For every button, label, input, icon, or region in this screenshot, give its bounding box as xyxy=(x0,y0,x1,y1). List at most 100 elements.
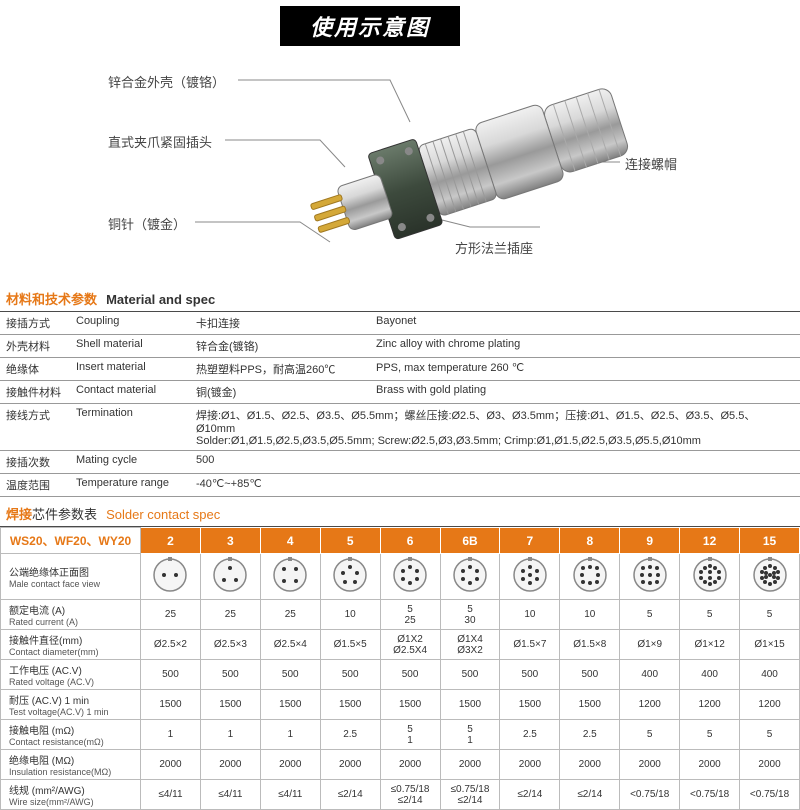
solder-cell: 400 xyxy=(740,660,800,690)
pin-face-icon xyxy=(200,554,260,600)
solder-cell: 25 xyxy=(141,600,201,630)
spec-row: 接线方式Termination焊接:Ø1、Ø1.5、Ø2.5、Ø3.5、Ø5.5… xyxy=(0,404,800,451)
spec-row: 温度范围Temperature range-40℃~+85℃ xyxy=(0,474,800,497)
solder-cell: 5 30 xyxy=(440,600,500,630)
section2-cn: 焊接芯件参数表 xyxy=(6,507,97,522)
spec-row: 接触件材料Contact material铜(镀金)Brass with gol… xyxy=(0,381,800,404)
section-material-title: 材料和技术参数 Material and spec xyxy=(0,286,800,312)
solder-cell: 1500 xyxy=(500,690,560,720)
solder-cell: 5 xyxy=(680,720,740,750)
solder-cell: 1500 xyxy=(320,690,380,720)
spec-row: 外壳材料Shell material锌合金(镀铬)Zinc alloy with… xyxy=(0,335,800,358)
solder-cell: 2000 xyxy=(260,750,320,780)
solder-cell: ≤4/11 xyxy=(260,780,320,810)
solder-cell: 1200 xyxy=(680,690,740,720)
face-view-row: 公端绝缘体正面图Male contact face view xyxy=(1,554,800,600)
solder-cell: 5 xyxy=(620,720,680,750)
solder-cell: Ø2.5×2 xyxy=(141,630,201,660)
pin-count-header: 15 xyxy=(740,528,800,554)
solder-cell: 2.5 xyxy=(500,720,560,750)
callout-plug: 直式夹爪紧固插头 xyxy=(108,132,212,151)
pin-count-header: 4 xyxy=(260,528,320,554)
solder-cell: Ø1×9 xyxy=(620,630,680,660)
solder-cell: ≤0.75/18 ≤2/14 xyxy=(380,780,440,810)
pin-count-header: 3 xyxy=(200,528,260,554)
pin-face-icon xyxy=(500,554,560,600)
pin-face-icon xyxy=(560,554,620,600)
solder-cell: Ø2.5×4 xyxy=(260,630,320,660)
solder-cell: 1500 xyxy=(260,690,320,720)
solder-cell: Ø1×12 xyxy=(680,630,740,660)
diagram-area: 锌合金外壳（镀铬） 直式夹爪紧固插头 铜针（镀金） 连接螺帽 方形法兰插座 xyxy=(0,52,800,282)
solder-cell: ≤2/14 xyxy=(500,780,560,810)
pin-face-icon xyxy=(440,554,500,600)
pin-count-header: 2 xyxy=(141,528,201,554)
solder-cell: 400 xyxy=(680,660,740,690)
solder-cell: ≤0.75/18 ≤2/14 xyxy=(440,780,500,810)
solder-cell: 2.5 xyxy=(320,720,380,750)
solder-data-row: 额定电流 (A)Rated current (A)252525105 255 3… xyxy=(1,600,800,630)
solder-cell: 2000 xyxy=(141,750,201,780)
solder-cell: 500 xyxy=(260,660,320,690)
solder-cell: 2000 xyxy=(380,750,440,780)
solder-cell: 1500 xyxy=(380,690,440,720)
solder-cell: ≤4/11 xyxy=(200,780,260,810)
solder-cell: 2.5 xyxy=(560,720,620,750)
spec-row: 接插次数Mating cycle500 xyxy=(0,451,800,474)
solder-cell: 5 xyxy=(740,720,800,750)
pin-face-icon xyxy=(680,554,740,600)
pin-count-header: 6 xyxy=(380,528,440,554)
solder-cell: 5 1 xyxy=(440,720,500,750)
pin-face-icon xyxy=(620,554,680,600)
solder-cell: 5 25 xyxy=(380,600,440,630)
solder-spec-table: WS20、WF20、WY20234566B7891215 公端绝缘体正面图Mal… xyxy=(0,527,800,810)
solder-cell: 1500 xyxy=(141,690,201,720)
solder-cell: 10 xyxy=(560,600,620,630)
solder-cell: Ø1.5×7 xyxy=(500,630,560,660)
solder-cell: ≤4/11 xyxy=(141,780,201,810)
solder-cell: 500 xyxy=(560,660,620,690)
solder-cell: 1500 xyxy=(560,690,620,720)
solder-cell: 500 xyxy=(440,660,500,690)
solder-cell: 10 xyxy=(500,600,560,630)
callout-nut: 连接螺帽 xyxy=(625,154,677,173)
pin-face-icon xyxy=(740,554,800,600)
solder-cell: 1 xyxy=(260,720,320,750)
solder-cell: 500 xyxy=(200,660,260,690)
pin-count-header: 7 xyxy=(500,528,560,554)
pin-face-icon xyxy=(380,554,440,600)
solder-data-row: 接触件直径(mm)Contact diameter(mm)Ø2.5×2Ø2.5×… xyxy=(1,630,800,660)
pin-count-header: 6B xyxy=(440,528,500,554)
solder-cell: Ø1X2 Ø2.5X4 xyxy=(380,630,440,660)
solder-cell: 5 xyxy=(740,600,800,630)
solder-cell: 500 xyxy=(320,660,380,690)
solder-cell: 1200 xyxy=(620,690,680,720)
solder-cell: 500 xyxy=(500,660,560,690)
solder-data-row: 线规 (mm²/AWG)Wire size(mm²/AWG)≤4/11≤4/11… xyxy=(1,780,800,810)
solder-cell: Ø1X4 Ø3X2 xyxy=(440,630,500,660)
solder-cell: 10 xyxy=(320,600,380,630)
section-solder-title: 焊接芯件参数表 Solder contact spec xyxy=(0,501,800,527)
solder-cell: 2000 xyxy=(440,750,500,780)
solder-data-row: 耐压 (AC.V) 1 minTest voltage(AC.V) 1 min1… xyxy=(1,690,800,720)
solder-cell: 2000 xyxy=(620,750,680,780)
solder-cell: <0.75/18 xyxy=(680,780,740,810)
pin-count-header: 8 xyxy=(560,528,620,554)
solder-cell: 25 xyxy=(260,600,320,630)
solder-cell: 5 xyxy=(680,600,740,630)
callout-pin: 铜针（镀金） xyxy=(108,214,186,233)
solder-cell: 2000 xyxy=(680,750,740,780)
solder-cell: 400 xyxy=(620,660,680,690)
solder-cell: Ø1.5×5 xyxy=(320,630,380,660)
title-banner: 使用示意图 xyxy=(280,6,460,46)
solder-cell: 2000 xyxy=(500,750,560,780)
solder-cell: Ø1.5×8 xyxy=(560,630,620,660)
solder-cell: 25 xyxy=(200,600,260,630)
solder-cell: ≤2/14 xyxy=(560,780,620,810)
solder-cell: 1200 xyxy=(740,690,800,720)
pin-face-icon xyxy=(260,554,320,600)
solder-cell: ≤2/14 xyxy=(320,780,380,810)
solder-cell: 1500 xyxy=(440,690,500,720)
solder-data-row: 绝缘电阻 (MΩ)Insulation resistance(MΩ)200020… xyxy=(1,750,800,780)
solder-cell: 2000 xyxy=(200,750,260,780)
